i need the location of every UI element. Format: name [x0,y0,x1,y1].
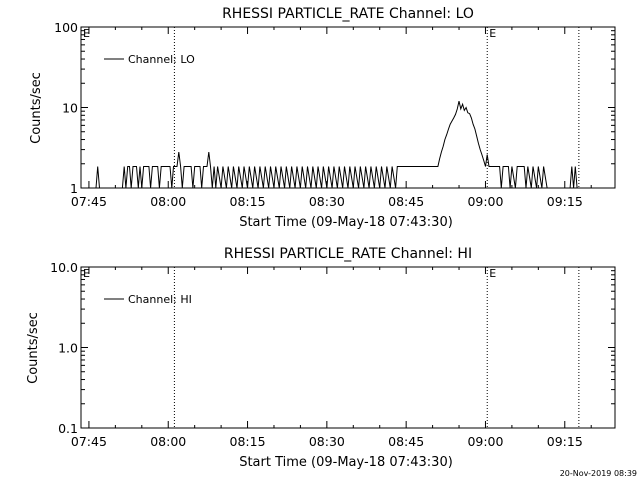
corner-event-label: E [83,267,90,280]
y-axis-label: Counts/sec [26,312,41,384]
plot-frame [80,266,616,429]
legend-label: Channel: HI [128,293,192,306]
plot-frame [80,26,616,189]
panel-lo: RHESSI PARTICLE_RATE Channel: LO Start T… [29,6,616,230]
x-tick-label: 09:00 [467,194,503,209]
y-tick-label: 1 [70,181,78,196]
y-tick-label: 100 [54,20,78,35]
axis-ticks: 07:45 08:00 08:15 08:30 08:45 09:00 09:15 1 10 10… [54,20,615,209]
x-tick-label: 07:45 [71,194,107,209]
x-axis-label: Start Time (09-May-18 07:43:30) [239,215,453,230]
legend-label: Channel: LO [128,53,195,66]
series-line [83,100,578,189]
x-tick-label: 08:15 [230,194,266,209]
event-markers: E [173,267,580,428]
x-tick-label: 08:30 [309,194,345,209]
x-tick-label: 08:00 [150,194,186,209]
x-tick-label: 07:45 [71,434,107,449]
legend: Channel: HI [104,293,192,306]
panel-hi: RHESSI PARTICLE_RATE Channel: HI Start T… [26,246,616,470]
x-tick-label: 08:45 [388,434,424,449]
y-tick-label: 1.0 [58,341,78,356]
event-marker-label: E [489,267,496,280]
event-marker-label: E [489,27,496,40]
x-tick-label: 09:00 [467,434,503,449]
series-layer [83,100,578,189]
x-tick-label: 08:15 [230,434,266,449]
event-markers: E [173,27,580,188]
legend: Channel: LO [104,53,195,66]
chart-title: RHESSI PARTICLE_RATE Channel: LO [222,6,474,22]
x-tick-label: 09:15 [547,194,583,209]
x-axis-label: Start Time (09-May-18 07:43:30) [239,455,453,470]
axis-ticks: 07:45 08:00 08:15 08:30 08:45 09:00 09:15 0.1 1.… [50,260,615,449]
y-tick-label: 0.1 [58,421,78,436]
x-tick-label: 08:00 [150,434,186,449]
y-tick-label: 10.0 [50,260,78,275]
x-tick-label: 08:45 [388,194,424,209]
footer-timestamp: 20-Nov-2019 08:39 [560,469,637,478]
y-tick-label: 10 [62,101,78,116]
corner-event-label: E [83,27,90,40]
x-tick-label: 09:15 [547,434,583,449]
x-tick-label: 08:30 [309,434,345,449]
y-axis-label: Counts/sec [29,72,44,144]
chart-title: RHESSI PARTICLE_RATE Channel: HI [224,246,472,262]
